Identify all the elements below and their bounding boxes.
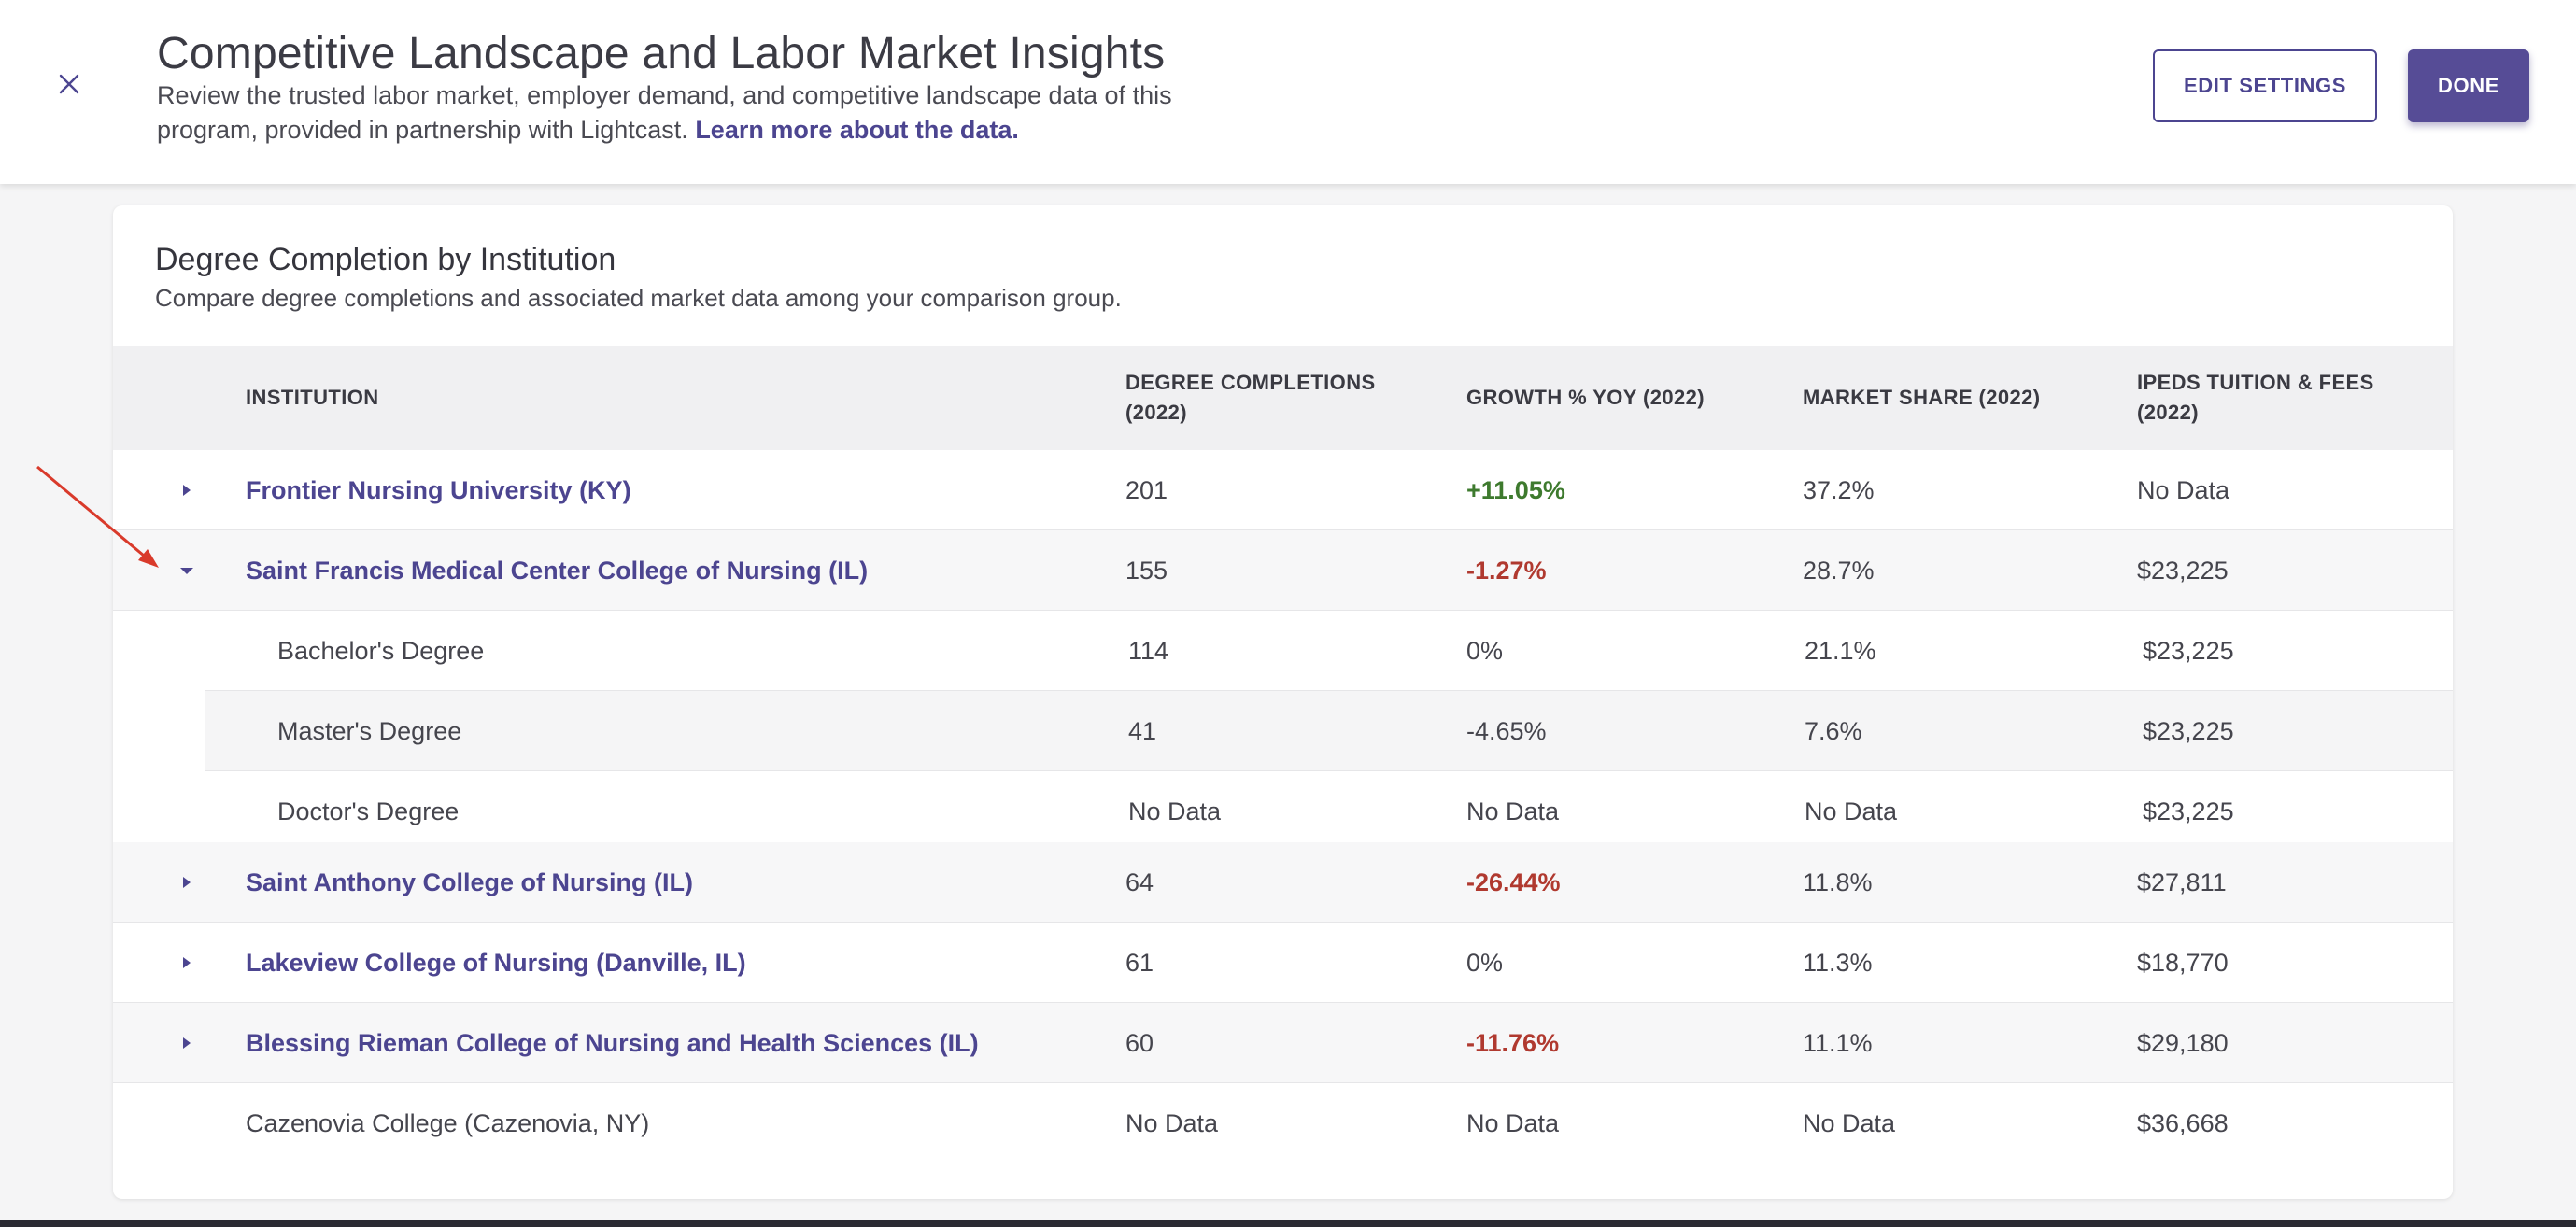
tuition-fees: $27,811	[2137, 867, 2227, 896]
degree-completions: 201	[1125, 475, 1168, 504]
table-row[interactable]: Saint Francis Medical Center College of …	[113, 530, 2453, 611]
institution-name[interactable]: Lakeview College of Nursing (Danville, I…	[246, 948, 746, 977]
market-share: 11.3%	[1803, 948, 1873, 977]
institution-name[interactable]: Frontier Nursing University (KY)	[246, 475, 631, 504]
degree-type: Bachelor's Degree	[277, 636, 485, 665]
header-market-share[interactable]: MARKET SHARE (2022)	[1803, 386, 2041, 409]
card-title: Degree Completion by Institution	[155, 242, 616, 277]
caret-right-icon	[183, 877, 191, 888]
institution-name[interactable]: Blessing Rieman College of Nursing and H…	[246, 1028, 979, 1057]
degree-subrow: Bachelor's Degree 114 0% 21.1% $23,225	[205, 611, 2453, 691]
learn-more-link[interactable]: Learn more about the data.	[695, 116, 1019, 144]
institution-name[interactable]: Saint Anthony College of Nursing (IL)	[246, 867, 693, 896]
degree-completion-card: Degree Completion by Institution Compare…	[113, 205, 2453, 1199]
degree-completions: No Data	[1125, 1108, 1219, 1137]
tuition-fees: No Data	[2137, 475, 2230, 504]
header-tuition[interactable]: IPEDS TUITION & FEES (2022)	[2137, 368, 2374, 428]
degree-subrow: Master's Degree 41 -4.65% 7.6% $23,225	[205, 691, 2453, 771]
expand-toggle[interactable]	[173, 949, 201, 977]
edit-settings-button[interactable]: EDIT SETTINGS	[2153, 49, 2377, 122]
annotation-arrow-icon	[36, 465, 159, 568]
caret-right-icon	[183, 1037, 191, 1049]
table-row[interactable]: Lakeview College of Nursing (Danville, I…	[113, 923, 2453, 1003]
institution-name[interactable]: Saint Francis Medical Center College of …	[246, 556, 869, 585]
caret-down-icon	[180, 568, 193, 574]
growth-value: -26.44%	[1466, 867, 1561, 896]
tuition-fees: $23,225	[2137, 556, 2229, 585]
degree-completions: 60	[1125, 1028, 1154, 1057]
header-degree-completions-line2: (2022)	[1125, 401, 1187, 424]
header-tuition-line1: IPEDS TUITION & FEES	[2137, 371, 2374, 394]
expand-toggle[interactable]	[173, 868, 201, 896]
degree-subrow: Doctor's Degree No Data No Data No Data …	[205, 771, 2453, 852]
degree-type: Doctor's Degree	[277, 797, 460, 825]
market-share: 11.8%	[1803, 867, 1873, 896]
degree-completions: 155	[1125, 556, 1168, 585]
market-share: No Data	[1803, 1108, 1896, 1137]
header-growth[interactable]: GROWTH % YOY (2022)	[1466, 386, 1705, 409]
market-share: 21.1%	[1805, 636, 1876, 665]
market-share: 28.7%	[1803, 556, 1875, 585]
degree-completions: 61	[1125, 948, 1154, 977]
done-button[interactable]: DONE	[2408, 49, 2529, 122]
growth-value: No Data	[1466, 1108, 1560, 1137]
market-share: 7.6%	[1805, 716, 1862, 745]
card-subtitle: Compare degree completions and associate…	[155, 284, 1122, 312]
tuition-fees: $36,668	[2137, 1108, 2229, 1137]
collapse-toggle[interactable]	[173, 557, 201, 585]
table-row[interactable]: Blessing Rieman College of Nursing and H…	[113, 1003, 2453, 1083]
table-row[interactable]: Saint Anthony College of Nursing (IL) 64…	[113, 842, 2453, 923]
tuition-fees: $29,180	[2137, 1028, 2229, 1057]
growth-value: -1.27%	[1466, 556, 1547, 585]
tuition-fees: $23,225	[2143, 797, 2234, 825]
page-description: Review the trusted labor market, employe…	[157, 78, 1212, 148]
institution-name: Cazenovia College (Cazenovia, NY)	[246, 1108, 650, 1137]
degree-completions: 41	[1128, 716, 1157, 745]
growth-value: 0%	[1466, 948, 1504, 977]
growth-value: -11.76%	[1466, 1028, 1560, 1057]
header-degree-completions[interactable]: DEGREE COMPLETIONS (2022)	[1125, 368, 1376, 428]
degree-completions: No Data	[1128, 797, 1222, 825]
table-row: Cazenovia College (Cazenovia, NY) No Dat…	[113, 1083, 2453, 1164]
header-institution[interactable]: INSTITUTION	[246, 386, 379, 409]
header-tuition-line2: (2022)	[2137, 401, 2199, 424]
description-text: Review the trusted labor market, employe…	[157, 81, 1172, 144]
expand-toggle[interactable]	[173, 476, 201, 504]
bottom-edge	[0, 1220, 2576, 1227]
growth-value: +11.05%	[1466, 475, 1565, 504]
degree-completions: 114	[1128, 636, 1169, 665]
tuition-fees: $18,770	[2137, 948, 2229, 977]
degree-completions: 64	[1125, 867, 1154, 896]
growth-value: -4.65%	[1466, 716, 1547, 745]
caret-right-icon	[183, 957, 191, 968]
market-share: No Data	[1805, 797, 1898, 825]
expand-toggle[interactable]	[173, 1029, 201, 1057]
caret-right-icon	[183, 485, 191, 496]
tuition-fees: $23,225	[2143, 716, 2234, 745]
header-degree-completions-line1: DEGREE COMPLETIONS	[1125, 371, 1376, 394]
table-row[interactable]: Frontier Nursing University (KY) 201 +11…	[113, 450, 2453, 530]
market-share: 11.1%	[1803, 1028, 1873, 1057]
dialog-header: Competitive Landscape and Labor Market I…	[0, 0, 2576, 184]
page-title: Competitive Landscape and Labor Market I…	[157, 29, 1166, 78]
degree-type: Master's Degree	[277, 716, 462, 745]
table-header: INSTITUTION DEGREE COMPLETIONS (2022) GR…	[113, 346, 2453, 450]
tuition-fees: $23,225	[2143, 636, 2234, 665]
close-icon	[59, 74, 79, 94]
growth-value: 0%	[1466, 636, 1504, 665]
market-share: 37.2%	[1803, 475, 1875, 504]
close-button[interactable]	[50, 65, 88, 103]
growth-value: No Data	[1466, 797, 1560, 825]
